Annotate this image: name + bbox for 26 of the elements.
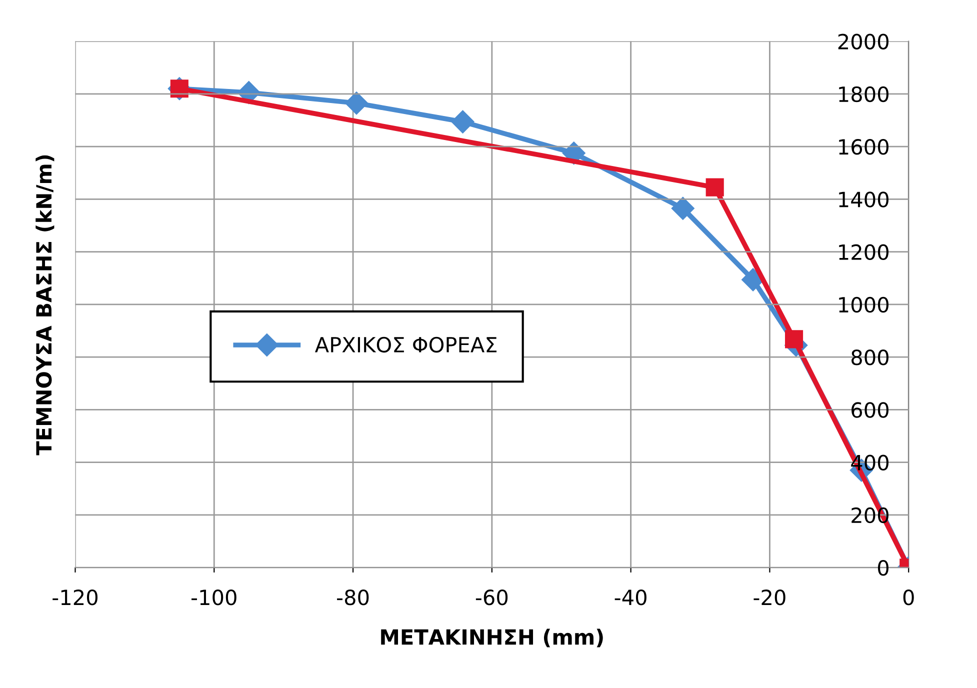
y-tick-label: 1600 <box>839 138 888 155</box>
x-tick-label: 0 <box>903 589 914 606</box>
point <box>706 178 724 196</box>
y-tick-label: 1400 <box>839 192 888 208</box>
y-tick-label: 200 <box>852 507 888 524</box>
x-tick-label: -60 <box>476 589 508 606</box>
x-tick-label: -80 <box>337 589 369 606</box>
x-tick-label: -100 <box>192 589 236 606</box>
point <box>784 330 804 348</box>
y-axis-title: ΤΕΜΝΟΥΣΑ ΒΑΣΗΣ (kN/m) <box>36 155 54 456</box>
y-tick-label: 1200 <box>839 244 888 260</box>
x-tick-label: -20 <box>754 589 786 606</box>
point <box>344 92 368 115</box>
legend-label: ΑΡΧΙΚΟΣ ΦΟΡΕΑΣ <box>314 336 496 353</box>
y-tick-label: 400 <box>851 454 888 471</box>
y-tick-label: 1800 <box>839 86 888 102</box>
y-tick-label: 800 <box>852 350 888 366</box>
point <box>671 196 694 220</box>
y-tick-label: 2000 <box>838 34 888 50</box>
y-tick-label: 1000 <box>839 296 888 313</box>
x-tick-label: -40 <box>614 589 646 606</box>
x-axis-title: ΜΕΤΑΚΙΝΗΣΗ (mm) <box>381 628 603 648</box>
y-tick-label: 600 <box>852 402 888 418</box>
x-tick-label: -120 <box>52 589 98 606</box>
y-tick-label: 0 <box>878 560 888 576</box>
point <box>451 110 474 134</box>
